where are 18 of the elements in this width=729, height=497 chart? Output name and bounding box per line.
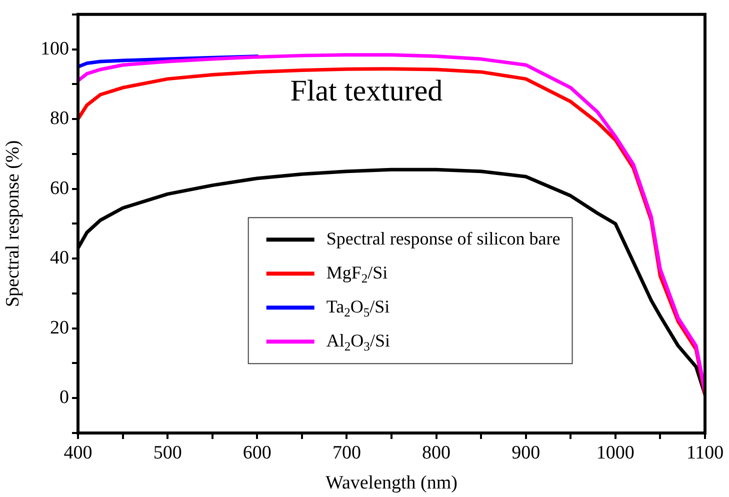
x-tick-label: 1100: [686, 442, 724, 464]
y-axis-title: Spectral response (%): [2, 140, 24, 308]
y-tick-label: 40: [50, 248, 69, 269]
y-tick-label: 80: [50, 108, 69, 130]
annotation: Flat textured: [290, 74, 443, 108]
x-tick-label: 900: [512, 442, 540, 464]
x-tick-label: 500: [153, 442, 182, 464]
x-tick-label: 400: [64, 442, 92, 464]
x-tick-label: 1000: [596, 442, 634, 464]
y-tick-label: 60: [50, 178, 69, 199]
y-tick-label: 0: [60, 387, 69, 408]
x-tick-label: 600: [242, 442, 272, 464]
x-axis-title: Wavelength (nm): [326, 472, 458, 494]
y-tick-label: 20: [50, 317, 69, 338]
x-tick-label: 800: [422, 442, 451, 464]
y-tick-label: 100: [40, 38, 69, 60]
x-tick-label: 700: [332, 442, 361, 464]
legend-label: Spectral response of silicon bare: [326, 228, 560, 248]
